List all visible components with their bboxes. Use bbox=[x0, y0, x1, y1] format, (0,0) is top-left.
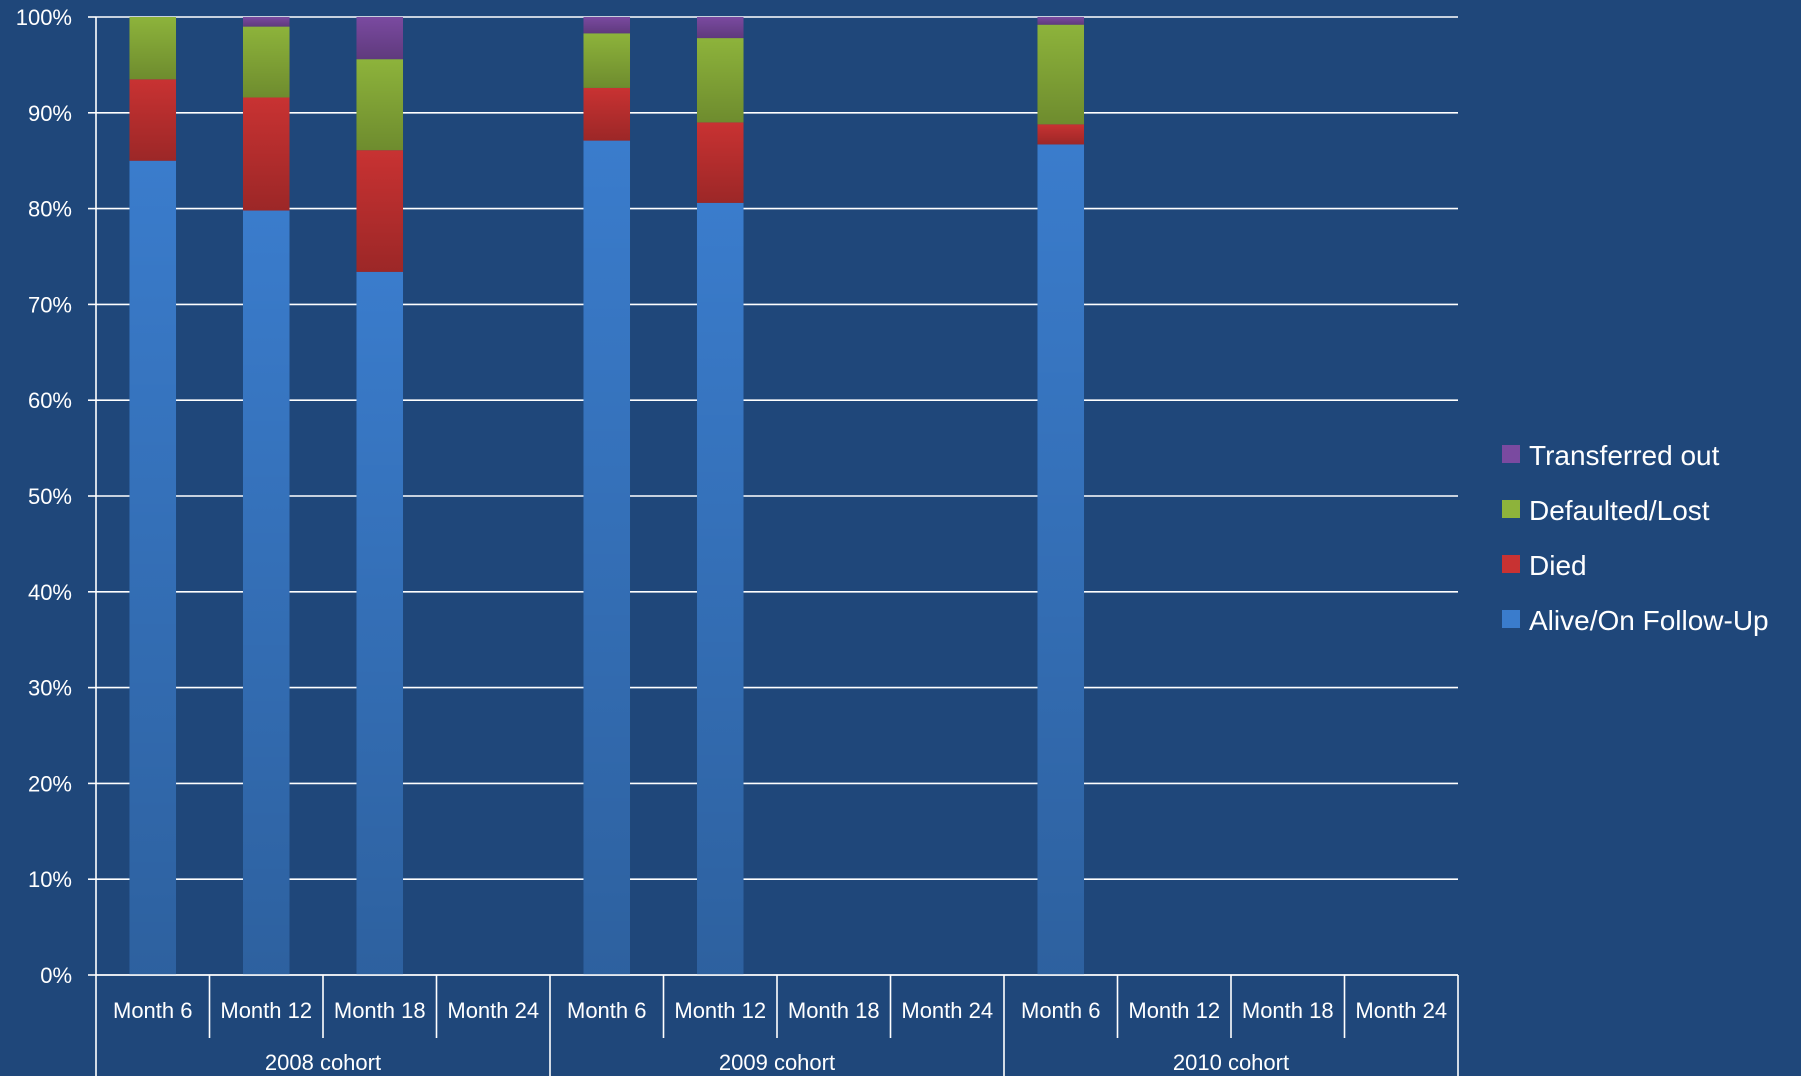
legend-item: Defaulted/Lost bbox=[1502, 495, 1710, 526]
axes bbox=[88, 16, 1459, 1076]
bar-segment bbox=[356, 271, 404, 975]
bar-shade bbox=[356, 150, 404, 272]
bar-segment bbox=[356, 59, 404, 151]
y-tick-label: 30% bbox=[28, 676, 72, 701]
y-tick-label: 10% bbox=[28, 867, 72, 892]
bar-shade bbox=[583, 33, 631, 88]
bar-segment bbox=[242, 210, 290, 976]
y-tick-label: 20% bbox=[28, 771, 72, 796]
bar-shade bbox=[696, 122, 744, 203]
bar-shade bbox=[696, 202, 744, 976]
y-tick-label: 70% bbox=[28, 292, 72, 317]
x-category-label: Month 24 bbox=[447, 998, 539, 1023]
y-tick-label: 80% bbox=[28, 197, 72, 222]
legend-label: Defaulted/Lost bbox=[1529, 495, 1710, 526]
y-tick-label: 90% bbox=[28, 101, 72, 126]
legend-item: Alive/On Follow-Up bbox=[1502, 605, 1769, 636]
bar-shade bbox=[583, 87, 631, 141]
bar-shade bbox=[583, 17, 631, 34]
bar-segment bbox=[583, 33, 631, 88]
bar-segment bbox=[583, 140, 631, 975]
y-tick-label: 40% bbox=[28, 580, 72, 605]
y-tick-label: 50% bbox=[28, 484, 72, 509]
bar-shade bbox=[356, 271, 404, 975]
x-group-label: 2009 cohort bbox=[719, 1050, 835, 1075]
gridlines bbox=[96, 16, 1458, 976]
bar-shade bbox=[129, 160, 177, 975]
bar-shade bbox=[1037, 124, 1085, 145]
legend-item: Transferred out bbox=[1502, 440, 1720, 471]
bar-segment bbox=[1037, 124, 1085, 145]
bar-shade bbox=[696, 38, 744, 123]
bar-shade bbox=[696, 17, 744, 39]
x-category-label: Month 18 bbox=[334, 998, 426, 1023]
bar-segment bbox=[696, 202, 744, 976]
x-category-label: Month 18 bbox=[788, 998, 880, 1023]
bar-segment bbox=[583, 17, 631, 34]
bars bbox=[129, 17, 1085, 976]
bar-shade bbox=[1037, 17, 1085, 25]
x-category-label: Month 24 bbox=[901, 998, 993, 1023]
x-category-label: Month 12 bbox=[220, 998, 312, 1023]
y-tick-label: 100% bbox=[16, 5, 72, 30]
bar-segment bbox=[583, 87, 631, 141]
bar-shade bbox=[242, 26, 290, 98]
bar-shade bbox=[356, 59, 404, 151]
legend: Transferred out Defaulted/Lost Died Alive/O… bbox=[1502, 440, 1769, 636]
legend-swatch bbox=[1502, 500, 1520, 518]
bar-shade bbox=[1037, 24, 1085, 125]
legend-swatch bbox=[1502, 610, 1520, 628]
bar-segment bbox=[1037, 24, 1085, 125]
bar-segment bbox=[696, 17, 744, 39]
bar-segment bbox=[129, 17, 177, 80]
bar-shade bbox=[583, 140, 631, 975]
bar-segment bbox=[356, 150, 404, 272]
bar-segment bbox=[696, 38, 744, 123]
x-category-label: Month 18 bbox=[1242, 998, 1334, 1023]
y-axis-ticks: 0% 10% 20% 30% 40% 50% 60% 70% 80% 90% 100% bbox=[16, 5, 72, 988]
bar-shade bbox=[356, 17, 404, 60]
bar-segment bbox=[1037, 144, 1085, 975]
bar-segment bbox=[129, 79, 177, 161]
x-category-label: Month 6 bbox=[1021, 998, 1101, 1023]
bar-shade bbox=[129, 17, 177, 80]
y-tick-label: 0% bbox=[40, 963, 72, 988]
bar-segment bbox=[696, 122, 744, 203]
bar-shade bbox=[1037, 144, 1085, 975]
legend-swatch bbox=[1502, 555, 1520, 573]
bar-shade bbox=[242, 97, 290, 211]
bar-shade bbox=[242, 17, 290, 27]
legend-label: Died bbox=[1529, 550, 1587, 581]
bar-segment bbox=[242, 97, 290, 211]
x-category-label: Month 12 bbox=[674, 998, 766, 1023]
legend-swatch bbox=[1502, 445, 1520, 463]
legend-label: Alive/On Follow-Up bbox=[1529, 605, 1769, 636]
bar-segment bbox=[356, 17, 404, 60]
bar-segment bbox=[1037, 17, 1085, 25]
bar-segment bbox=[129, 160, 177, 975]
x-axis-categories: Month 6 Month 12 Month 18 Month 24 2008 coho… bbox=[113, 998, 1447, 1075]
bar-shade bbox=[129, 79, 177, 161]
bar-segment bbox=[242, 17, 290, 27]
x-category-label: Month 24 bbox=[1355, 998, 1447, 1023]
bar-segment bbox=[242, 26, 290, 98]
x-category-label: Month 12 bbox=[1128, 998, 1220, 1023]
legend-label: Transferred out bbox=[1529, 440, 1720, 471]
legend-item: Died bbox=[1502, 550, 1587, 581]
x-group-label: 2010 cohort bbox=[1173, 1050, 1289, 1075]
bar-shade bbox=[242, 210, 290, 976]
x-category-label: Month 6 bbox=[567, 998, 647, 1023]
x-category-label: Month 6 bbox=[113, 998, 193, 1023]
y-tick-label: 60% bbox=[28, 388, 72, 413]
x-group-label: 2008 cohort bbox=[265, 1050, 381, 1075]
